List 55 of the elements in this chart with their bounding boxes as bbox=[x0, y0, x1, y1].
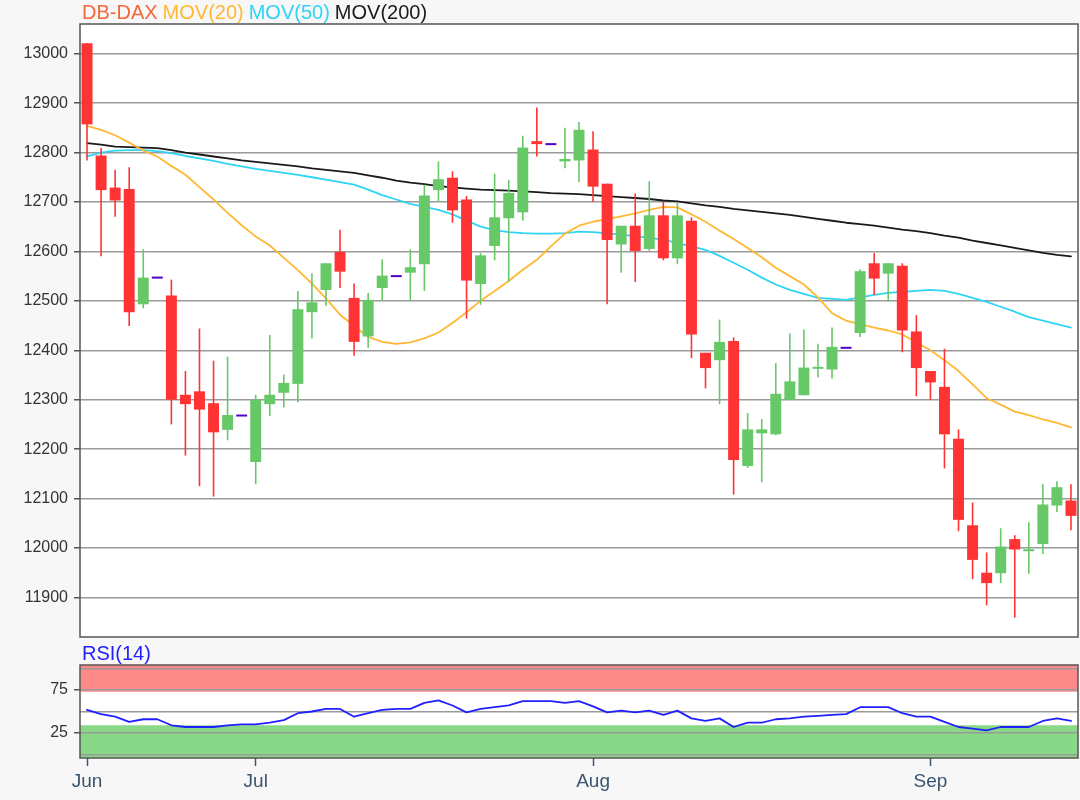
x-tick-label: Jun bbox=[71, 769, 103, 791]
candlestick bbox=[236, 414, 248, 417]
candlestick bbox=[784, 332, 796, 401]
y-tick-label: 12500 bbox=[23, 291, 69, 309]
candlestick bbox=[531, 106, 543, 158]
series-label: DB-DAX bbox=[82, 1, 158, 23]
text: MOV(50) bbox=[248, 1, 330, 23]
x-tick-label: Aug bbox=[576, 769, 610, 791]
candlestick bbox=[981, 551, 993, 607]
candlestick bbox=[714, 318, 726, 405]
y-tick-label: 12000 bbox=[23, 538, 69, 556]
candlestick bbox=[1023, 521, 1035, 575]
candlestick bbox=[756, 418, 768, 484]
candlestick bbox=[222, 355, 234, 442]
y-tick-label: 12400 bbox=[23, 340, 69, 358]
text: RSI(14) bbox=[82, 642, 151, 664]
candlestick bbox=[179, 370, 191, 457]
text: MOV(20) bbox=[162, 1, 244, 23]
candlestick bbox=[306, 272, 318, 340]
candlestick bbox=[545, 143, 557, 146]
x-tick-label: Jul bbox=[243, 769, 268, 791]
text: MOV(200) bbox=[334, 1, 428, 23]
candlestick bbox=[924, 370, 936, 401]
y-tick-label: 12100 bbox=[23, 488, 69, 506]
candlestick bbox=[812, 343, 824, 379]
candlestick bbox=[151, 276, 163, 279]
candlestick bbox=[882, 262, 894, 303]
candlestick bbox=[264, 334, 276, 417]
candlestick bbox=[615, 224, 627, 274]
candlestick bbox=[840, 346, 852, 349]
candlestick bbox=[376, 258, 388, 302]
y-tick-label: 25 bbox=[50, 723, 69, 741]
y-tick-label: 13000 bbox=[23, 44, 69, 62]
y-tick-label: 12200 bbox=[23, 439, 69, 457]
candlestick bbox=[404, 248, 416, 302]
x-tick-label: Sep bbox=[913, 769, 948, 791]
candlestick bbox=[1051, 480, 1063, 513]
candlestick bbox=[278, 373, 290, 409]
y-tick-label: 12600 bbox=[23, 241, 69, 259]
y-tick-label: 12800 bbox=[23, 142, 69, 160]
candlestick bbox=[826, 326, 838, 380]
candlestick bbox=[194, 327, 205, 488]
y-tick-label: 12700 bbox=[23, 192, 69, 210]
y-tick-label: 12300 bbox=[23, 390, 69, 408]
candlestick bbox=[700, 351, 711, 390]
candlestick bbox=[390, 275, 402, 278]
candlestick bbox=[1009, 534, 1021, 619]
candlestick bbox=[868, 252, 880, 296]
candlestick bbox=[334, 228, 346, 289]
y-tick-label: 12900 bbox=[23, 93, 69, 111]
candlestick bbox=[109, 169, 121, 218]
candlestick bbox=[432, 160, 444, 203]
y-tick-label: 11900 bbox=[24, 587, 69, 605]
y-tick-label: 75 bbox=[50, 680, 69, 698]
candlestick bbox=[1065, 483, 1077, 532]
